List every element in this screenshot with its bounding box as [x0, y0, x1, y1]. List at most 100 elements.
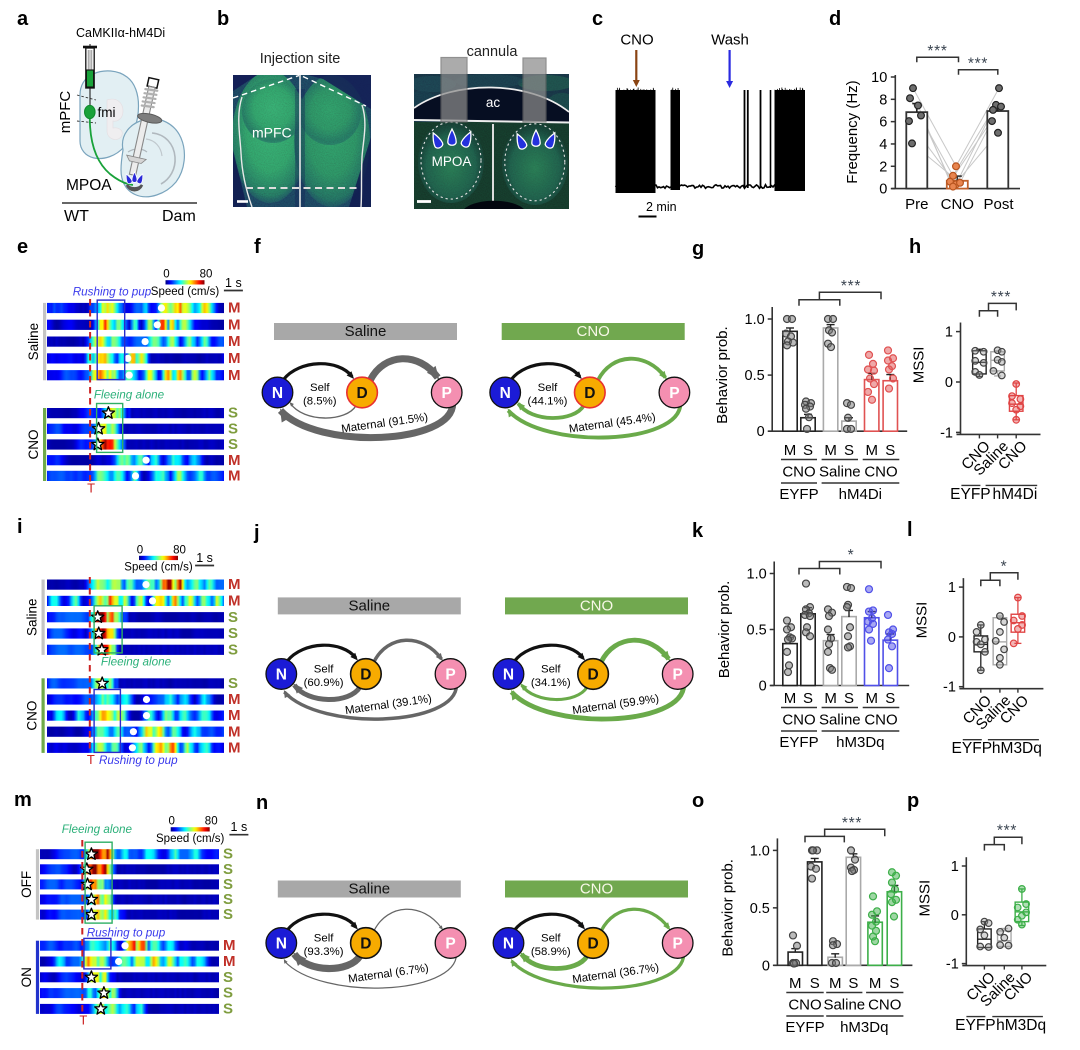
- svg-text:CNO: CNO: [580, 598, 613, 615]
- svg-text:M: M: [228, 707, 241, 724]
- svg-text:S: S: [228, 625, 238, 642]
- svg-text:M: M: [824, 442, 837, 459]
- svg-text:S: S: [228, 436, 238, 453]
- svg-text:Rushing to pup: Rushing to pup: [99, 754, 178, 767]
- svg-text:1: 1: [945, 325, 953, 341]
- svg-text:CNO: CNO: [868, 997, 901, 1014]
- svg-text:S: S: [848, 975, 858, 992]
- svg-text:g: g: [692, 238, 704, 260]
- svg-text:S: S: [228, 609, 238, 626]
- svg-text:0: 0: [757, 424, 765, 440]
- svg-text:CaMKIIα-hM4Di: CaMKIIα-hM4Di: [76, 26, 165, 40]
- svg-text:80: 80: [200, 269, 213, 281]
- svg-text:0: 0: [762, 958, 770, 974]
- svg-text:S: S: [810, 975, 820, 992]
- svg-text:N: N: [276, 936, 287, 953]
- svg-text:0: 0: [945, 375, 953, 391]
- svg-text:***: ***: [997, 823, 1017, 840]
- svg-text:S: S: [844, 442, 854, 459]
- svg-text:D: D: [360, 936, 371, 953]
- svg-text:P: P: [673, 936, 683, 953]
- svg-text:S: S: [223, 861, 233, 878]
- svg-text:M: M: [228, 468, 241, 485]
- svg-text:S: S: [889, 975, 899, 992]
- svg-text:(93.3%): (93.3%): [304, 946, 344, 958]
- svg-text:M: M: [228, 739, 241, 756]
- svg-text:M: M: [784, 690, 797, 707]
- svg-text:2 min: 2 min: [646, 200, 677, 214]
- svg-text:P: P: [442, 385, 452, 402]
- svg-text:0: 0: [951, 908, 959, 924]
- svg-text:CNO: CNO: [864, 712, 897, 729]
- svg-text:a: a: [17, 8, 29, 30]
- svg-text:1.0: 1.0: [750, 843, 770, 859]
- svg-text:Fleeing alone: Fleeing alone: [101, 656, 172, 669]
- svg-text:N: N: [272, 385, 283, 402]
- svg-text:-1: -1: [943, 680, 956, 696]
- svg-text:M: M: [829, 975, 842, 992]
- svg-text:Saline: Saline: [819, 712, 861, 729]
- svg-text:D: D: [356, 385, 367, 402]
- svg-text:S: S: [844, 690, 854, 707]
- svg-text:S: S: [223, 846, 233, 863]
- svg-text:fmi: fmi: [98, 105, 116, 120]
- svg-text:0: 0: [137, 544, 143, 556]
- svg-text:EYFP: EYFP: [785, 1019, 824, 1036]
- svg-text:4: 4: [879, 137, 887, 153]
- svg-text:ON: ON: [19, 967, 34, 987]
- svg-text:1.0: 1.0: [745, 312, 765, 328]
- svg-text:n: n: [256, 792, 268, 814]
- svg-text:0: 0: [948, 630, 956, 646]
- svg-text:Self: Self: [541, 933, 561, 945]
- svg-text:T: T: [87, 481, 95, 496]
- svg-text:M: M: [228, 593, 241, 610]
- svg-text:0: 0: [759, 679, 767, 695]
- svg-text:c: c: [592, 8, 603, 30]
- svg-text:Fleeing alone: Fleeing alone: [62, 823, 133, 836]
- svg-text:CNO: CNO: [782, 712, 815, 729]
- svg-text:80: 80: [173, 544, 186, 556]
- svg-text:M: M: [228, 316, 241, 333]
- svg-text:6: 6: [879, 115, 887, 131]
- svg-text:Speed (cm/s): Speed (cm/s): [156, 833, 225, 845]
- svg-text:WT: WT: [64, 208, 89, 225]
- svg-text:S: S: [228, 420, 238, 437]
- svg-text:Rushing to pup: Rushing to pup: [73, 286, 152, 299]
- svg-text:M: M: [228, 723, 241, 740]
- svg-text:P: P: [445, 667, 455, 684]
- svg-text:Self: Self: [314, 933, 334, 945]
- svg-text:P: P: [445, 936, 455, 953]
- svg-text:S: S: [223, 985, 233, 1002]
- svg-text:MSSI: MSSI: [911, 347, 928, 384]
- svg-text:mPFC: mPFC: [57, 91, 74, 134]
- svg-text:*: *: [1001, 558, 1008, 575]
- svg-text:S: S: [803, 442, 813, 459]
- svg-text:S: S: [223, 891, 233, 908]
- svg-text:1 s: 1 s: [196, 551, 213, 565]
- svg-text:P: P: [669, 385, 679, 402]
- svg-text:hM3Dq: hM3Dq: [992, 740, 1042, 757]
- svg-text:2: 2: [879, 159, 887, 175]
- svg-text:i: i: [17, 516, 23, 538]
- svg-text:0: 0: [168, 816, 174, 828]
- svg-text:(44.1%): (44.1%): [528, 396, 568, 408]
- svg-text:Saline: Saline: [25, 598, 40, 636]
- svg-text:MPOA: MPOA: [432, 154, 472, 169]
- svg-text:(60.9%): (60.9%): [304, 677, 344, 689]
- svg-text:h: h: [909, 236, 921, 258]
- svg-text:M: M: [824, 690, 837, 707]
- svg-text:M: M: [228, 300, 241, 317]
- svg-text:MSSI: MSSI: [913, 602, 930, 639]
- svg-text:Wash: Wash: [711, 32, 749, 49]
- svg-text:M: M: [228, 576, 241, 593]
- svg-text:o: o: [692, 790, 704, 812]
- svg-text:CNO: CNO: [864, 464, 897, 481]
- svg-text:D: D: [587, 936, 598, 953]
- svg-text:j: j: [253, 522, 260, 544]
- svg-text:hM4Di: hM4Di: [839, 486, 882, 503]
- svg-text:b: b: [217, 8, 229, 30]
- svg-text:Behavior prob.: Behavior prob.: [714, 326, 731, 424]
- svg-text:Saline: Saline: [823, 997, 865, 1014]
- svg-text:0: 0: [879, 182, 887, 198]
- svg-text:Behavior prob.: Behavior prob.: [716, 581, 733, 679]
